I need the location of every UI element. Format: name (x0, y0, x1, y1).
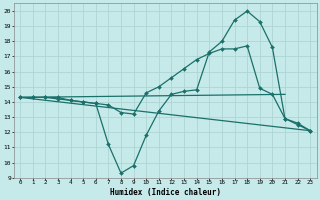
X-axis label: Humidex (Indice chaleur): Humidex (Indice chaleur) (110, 188, 220, 197)
